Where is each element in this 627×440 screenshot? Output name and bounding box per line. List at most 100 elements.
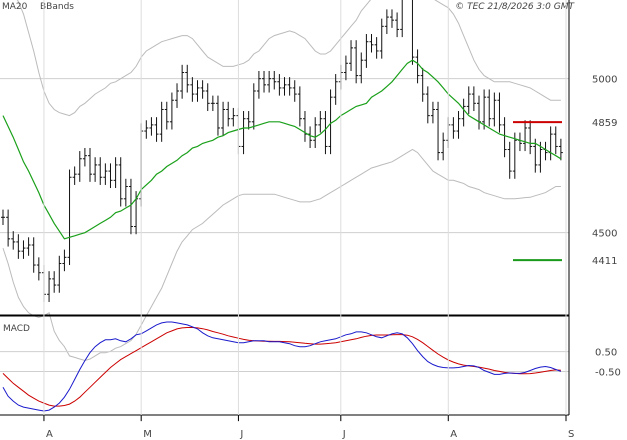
ohlc-bar [420, 67, 425, 102]
ohlc-bar [548, 126, 553, 161]
ohlc-bar [308, 126, 313, 148]
ohlc-bar [277, 74, 282, 96]
macd-tick-label: -0.50 [595, 367, 621, 378]
ohlc-bar [108, 163, 113, 189]
ohlc-bar [389, 9, 394, 28]
ohlc-bar [175, 83, 180, 108]
ohlc-bar [287, 77, 292, 96]
ohlc-bar [144, 120, 149, 139]
ohlc-bar [436, 101, 441, 161]
ohlc-bar [134, 191, 139, 235]
macd-line [2, 321, 562, 412]
month-label: M [143, 429, 152, 440]
month-label: S [568, 429, 574, 440]
ohlc-bar [154, 117, 159, 142]
ohlc-bar [231, 107, 236, 127]
level-label: 4859 [592, 118, 617, 129]
price-levels: 4859 4411 [513, 118, 617, 267]
ohlc-bar [57, 255, 62, 293]
ohlc-bar [374, 37, 379, 59]
ohlc-bar [461, 98, 466, 127]
ohlc-bar [159, 101, 164, 142]
ohlc-bar [313, 117, 318, 148]
ohlc-bar [354, 40, 359, 84]
ohlc-bar [77, 151, 82, 182]
ohlc-bar [415, 49, 420, 84]
ohlc-bar [272, 70, 277, 90]
ohlc-bar [482, 89, 487, 130]
ohlc-bar [36, 257, 41, 281]
ohlc-bar [67, 169, 72, 266]
ohlc-bar [118, 157, 123, 207]
ohlc-bar [502, 117, 507, 158]
ohlc-bar [384, 9, 389, 35]
ohlc-bar [487, 89, 492, 127]
month-label: J [239, 429, 243, 440]
month-label: J [342, 429, 346, 440]
price-tick-label: 5000 [592, 75, 617, 86]
ohlc-bar [103, 163, 108, 185]
ohlc-bar [123, 178, 128, 207]
ohlc-bar [72, 166, 77, 185]
ohlc-bar [349, 40, 354, 71]
chart-frame [0, 0, 570, 416]
ohlc-bar [328, 89, 333, 155]
ohlc-bar [16, 234, 21, 259]
macd-title: MACD [3, 324, 30, 334]
ohlc-bar [282, 77, 287, 96]
ohlc-bar [333, 74, 338, 105]
ohlc-bar [246, 111, 251, 130]
legend-bbands: BBands [40, 2, 74, 12]
ohlc-bar [369, 34, 374, 53]
ohlc-bar [364, 34, 369, 68]
ohlc-bar [205, 83, 210, 112]
macd-tick-label: 0.50 [595, 348, 617, 359]
ohlc-bar [528, 120, 533, 155]
ohlc-bar [31, 237, 36, 273]
ohlc-bar [251, 83, 256, 130]
ohlc-bar [88, 147, 93, 182]
ma20-line [2, 59, 562, 240]
ohlc-bar [400, 0, 403, 38]
ohlc-bar [164, 101, 169, 130]
ohlc-bar [343, 55, 348, 81]
ohlc-bar [62, 249, 67, 272]
ohlc-bar [82, 147, 87, 167]
ohlc-bar [476, 95, 481, 130]
ohlc-bar [26, 237, 31, 256]
ohlc-bar [471, 86, 476, 112]
ohlc-bar [180, 64, 185, 99]
ohlc-bar [149, 117, 154, 136]
ohlc-bar [292, 80, 297, 102]
macd-panel: MACD 0.50 -0.50 [0, 321, 621, 412]
ohlc-bar [226, 101, 231, 127]
ohlc-bar [11, 231, 16, 250]
ohlc-bar [185, 64, 190, 93]
ohlc-bar [6, 209, 11, 247]
ohlc-bar [395, 12, 400, 38]
ohlc-bar [128, 178, 133, 235]
ohlc-bar [451, 117, 456, 139]
ohlc-bar [297, 86, 302, 127]
ohlc-bar [221, 101, 226, 136]
price-bars [1, 0, 563, 302]
ohlc-bar [533, 138, 538, 173]
ma20-polyline [2, 59, 562, 240]
ohlc-bar [379, 18, 384, 59]
ohlc-bar [21, 240, 26, 259]
level-label: 4411 [592, 256, 617, 267]
ohlc-bar [492, 92, 497, 127]
ohlc-bar [523, 120, 528, 152]
ohlc-bar [456, 111, 461, 139]
price-tick-labels: 4500 5000 [592, 75, 617, 240]
ohlc-bar [267, 70, 272, 93]
ohlc-bar [195, 80, 200, 102]
macd-lines [2, 321, 562, 412]
ohlc-bar [190, 77, 195, 102]
bollinger-bands [2, 0, 561, 362]
ohlc-bar [1, 209, 5, 225]
legend-ma20: MA20 [2, 2, 28, 12]
ohlc-bar [441, 132, 446, 161]
